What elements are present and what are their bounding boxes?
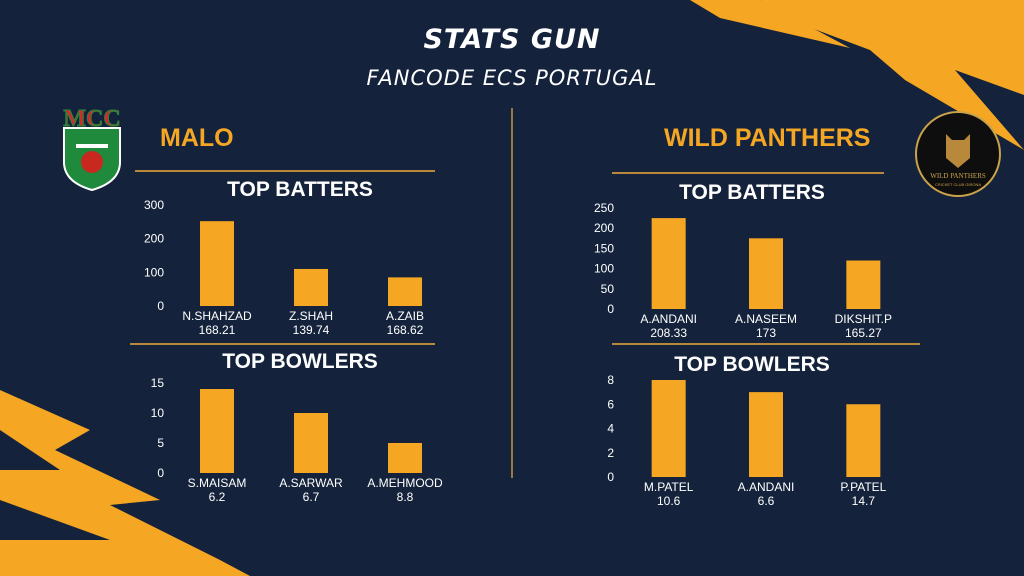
x-category-label: A.ANDANI xyxy=(640,312,697,326)
x-sublabel: 8.8 xyxy=(397,490,414,504)
y-tick-label: 150 xyxy=(594,241,614,255)
x-sublabel: 208.33 xyxy=(650,326,687,340)
y-tick-label: 0 xyxy=(607,470,614,484)
bar xyxy=(200,221,234,306)
wild-panthers-logo-text: WILD PANTHERS xyxy=(930,172,986,180)
x-category-label: DIKSHIT.P xyxy=(835,312,892,326)
team-name-right: WILD PANTHERS xyxy=(664,124,871,152)
x-sublabel: 168.21 xyxy=(199,323,236,337)
y-tick-label: 5 xyxy=(157,436,164,450)
y-tick-label: 8 xyxy=(607,373,614,387)
mcc-logo-text: MCC xyxy=(63,106,120,132)
section-title-left-bowlers: TOP BOWLERS xyxy=(222,350,378,373)
divider-left-top xyxy=(135,170,435,172)
y-tick-label: 50 xyxy=(601,282,615,296)
y-tick-label: 100 xyxy=(594,262,614,276)
y-tick-label: 4 xyxy=(607,422,614,436)
y-tick-label: 0 xyxy=(607,302,614,316)
bar xyxy=(651,218,686,309)
y-tick-label: 0 xyxy=(157,466,164,480)
x-category-label: P.PATEL xyxy=(840,480,886,494)
x-sublabel: 165.27 xyxy=(845,326,882,340)
x-category-label: N.SHAHZAD xyxy=(182,309,252,323)
y-tick-label: 250 xyxy=(594,201,614,215)
x-category-label: M.PATEL xyxy=(644,480,694,494)
x-sublabel: 173 xyxy=(756,326,776,340)
team-name-left: MALO xyxy=(160,124,234,152)
section-title-left-batters: TOP BATTERS xyxy=(227,178,373,201)
center-divider xyxy=(511,108,513,478)
x-sublabel: 139.74 xyxy=(293,323,330,337)
page-subtitle: FANCODE ECS PORTUGAL xyxy=(366,66,658,90)
bar xyxy=(294,413,328,473)
bar xyxy=(388,443,422,473)
x-sublabel: 6.7 xyxy=(303,490,320,504)
section-title-right-batters: TOP BATTERS xyxy=(679,181,825,204)
y-tick-label: 2 xyxy=(607,446,614,460)
y-tick-label: 6 xyxy=(607,397,614,411)
bar xyxy=(749,392,783,477)
y-tick-label: 15 xyxy=(151,376,165,390)
page-title: STATS GUN xyxy=(423,24,601,55)
wild-panthers-team-logo: WILD PANTHERS CRICKET CLUB GIRONA xyxy=(915,111,1001,197)
x-sublabel: 10.6 xyxy=(657,494,681,508)
x-category-label: A.MEHMOOD xyxy=(367,476,443,490)
divider-right-mid xyxy=(612,343,920,345)
y-tick-label: 10 xyxy=(151,406,165,420)
bar xyxy=(651,380,686,477)
divider-left-mid xyxy=(130,343,435,345)
x-category-label: S.MAISAM xyxy=(188,476,247,490)
x-category-label: Z.SHAH xyxy=(289,309,333,323)
bar xyxy=(846,404,881,477)
x-category-label: A.ANDANI xyxy=(738,480,795,494)
x-sublabel: 168.62 xyxy=(387,323,424,337)
x-sublabel: 14.7 xyxy=(852,494,876,508)
bar xyxy=(200,389,234,473)
y-tick-label: 0 xyxy=(157,299,164,313)
x-sublabel: 6.2 xyxy=(209,490,226,504)
bar xyxy=(388,277,422,306)
bar xyxy=(846,260,881,309)
x-sublabel: 6.6 xyxy=(758,494,775,508)
x-category-label: A.SARWAR xyxy=(279,476,343,490)
y-tick-label: 200 xyxy=(144,232,164,246)
y-tick-label: 100 xyxy=(144,265,164,279)
bar xyxy=(294,268,328,306)
section-title-right-bowlers: TOP BOWLERS xyxy=(674,353,830,376)
y-tick-label: 200 xyxy=(594,221,614,235)
x-category-label: A.NASEEM xyxy=(735,312,797,326)
malo-team-logo: MCC xyxy=(63,106,121,192)
y-tick-label: 300 xyxy=(144,198,164,212)
divider-right-top xyxy=(612,172,884,174)
wild-panthers-logo-subtext: CRICKET CLUB GIRONA xyxy=(935,182,981,187)
bar xyxy=(749,238,783,309)
x-category-label: A.ZAIB xyxy=(386,309,424,323)
